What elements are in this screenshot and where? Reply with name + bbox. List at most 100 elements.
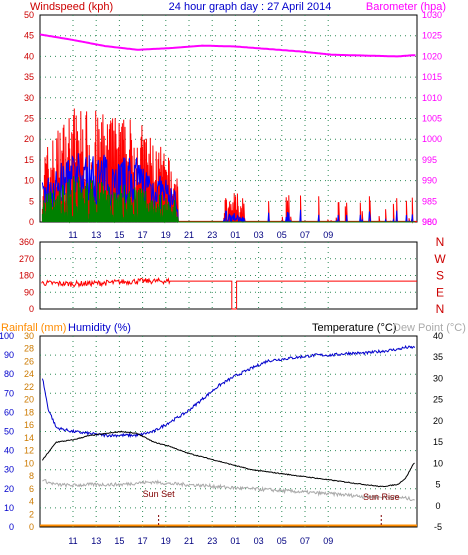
bottom-time-tick-label: 19 — [161, 536, 171, 546]
compass-label: N — [436, 235, 445, 249]
temperature-tick-label: 25 — [433, 395, 443, 405]
wind-time-tick-label: 19 — [161, 230, 171, 240]
barometer-tick-label: 1030 — [422, 10, 442, 20]
rainfall-tick-label: 4 — [29, 497, 34, 507]
temperature-tick-label: 0 — [435, 501, 440, 511]
temperature-tick-label: 5 — [435, 480, 440, 490]
humidity-tick-label: 10 — [4, 503, 14, 513]
wind-speed-tick-label: 50 — [24, 10, 34, 20]
compass-label: S — [436, 269, 444, 283]
barometer-tick-label: 1020 — [422, 51, 442, 61]
direction-tick-label: 180 — [19, 271, 34, 281]
rainfall-tick-label: 16 — [24, 420, 34, 430]
wind-time-tick-label: 23 — [207, 230, 217, 240]
barometer-tick-label: 960 — [422, 217, 437, 227]
temperature-tick-label: 15 — [433, 437, 443, 447]
humidity-tick-label: 60 — [4, 407, 14, 417]
rainfall-tick-label: 24 — [24, 369, 34, 379]
wind-time-tick-label: 07 — [300, 230, 310, 240]
rainfall-tick-label: 20 — [24, 395, 34, 405]
wind-speed-tick-label: 15 — [24, 155, 34, 165]
compass-label: E — [436, 285, 444, 299]
humidity-tick-label: 0 — [9, 522, 14, 532]
chart-title: 24 hour graph day : 27 April 2014 — [169, 1, 332, 13]
wind-speed-tick-label: 20 — [24, 134, 34, 144]
bottom-time-tick-label: 11 — [68, 536, 77, 546]
barometer-tick-label: 1005 — [422, 114, 442, 124]
wind-low-series-line — [41, 176, 415, 224]
temperature-tick-label: 20 — [433, 416, 443, 426]
rainfall-tick-label: 18 — [24, 407, 34, 417]
barometer-tick-label: 985 — [422, 196, 437, 206]
rainfall-tick-label: 6 — [29, 484, 34, 494]
humidity-tick-label: 70 — [4, 388, 14, 398]
barometer-axis-label: Barometer (hpa) — [366, 1, 446, 13]
humidity-tick-label: 20 — [4, 484, 14, 494]
sunset-label: Sun Set — [143, 489, 176, 499]
wind-speed-tick-label: 40 — [24, 51, 34, 61]
bottom-time-tick-label: 07 — [300, 536, 310, 546]
wind-time-tick-label: 17 — [138, 230, 148, 240]
humidity-tick-label: 50 — [4, 427, 14, 437]
wind-time-tick-label: 13 — [91, 230, 101, 240]
wind-time-tick-label: 03 — [254, 230, 264, 240]
temperature-tick-label: -5 — [434, 522, 442, 532]
barometer-tick-label: 1015 — [422, 72, 442, 82]
windspeed-axis-label: Windspeed (kph) — [30, 1, 113, 13]
humidity-tick-label: 80 — [4, 369, 14, 379]
rainfall-tick-label: 22 — [24, 382, 34, 392]
dewpoint-axis-label: Dew Point (°C) — [393, 322, 466, 334]
compass-label: W — [434, 252, 446, 266]
rainfall-axis-label: Rainfall (mm) — [1, 322, 66, 334]
barometer-tick-label: 980 — [422, 217, 437, 227]
temperature-tick-label: 40 — [433, 331, 443, 341]
wind-speed-tick-label: 0 — [29, 217, 34, 227]
wind-speed-tick-label: 35 — [24, 72, 34, 82]
humidity-tick-label: 100 — [0, 331, 14, 341]
wind-time-tick-label: 11 — [68, 230, 77, 240]
barometer-series-line — [39, 33, 416, 58]
sunrise-label: Sun Rise — [363, 492, 400, 502]
temperature-series-line — [41, 430, 415, 488]
bottom-time-tick-label: 21 — [184, 536, 194, 546]
bottom-time-tick-label: 17 — [138, 536, 148, 546]
bottom-time-tick-label: 23 — [207, 536, 217, 546]
rainfall-tick-label: 14 — [24, 433, 34, 443]
bottom-time-tick-label: 05 — [277, 536, 287, 546]
rainfall-tick-label: 30 — [24, 331, 34, 341]
wind-speed-tick-label: 30 — [24, 93, 34, 103]
bottom-time-tick-label: 13 — [91, 536, 101, 546]
temperature-tick-label: 35 — [433, 352, 443, 362]
dewpoint-series-line — [42, 479, 415, 501]
barometer-tick-label: 990 — [422, 176, 437, 186]
barometer-tick-label: 1010 — [422, 93, 442, 103]
temperature-tick-label: 30 — [433, 373, 443, 383]
barometer-tick-label: 995 — [422, 155, 437, 165]
wind-time-tick-label: 15 — [114, 230, 124, 240]
barometer-tick-label: 1000 — [422, 134, 442, 144]
temperature-tick-label: 10 — [433, 458, 443, 468]
rainfall-tick-label: 12 — [24, 446, 34, 456]
rainfall-tick-label: 26 — [24, 356, 34, 366]
humidity-tick-label: 30 — [4, 465, 14, 475]
barometer-tick-label: 1025 — [422, 31, 442, 41]
humidity-tick-label: 40 — [4, 446, 14, 456]
wind-direction-series-line — [41, 276, 417, 310]
direction-tick-label: 90 — [24, 287, 34, 297]
rainfall-tick-label: 2 — [29, 509, 34, 519]
rainfall-tick-label: 28 — [24, 344, 34, 354]
wind-speed-tick-label: 25 — [24, 114, 34, 124]
rainfall-tick-label: 10 — [24, 458, 34, 468]
wind-speed-tick-label: 5 — [29, 196, 34, 206]
humidity-tick-label: 90 — [4, 350, 14, 360]
rainfall-tick-label: 8 — [29, 471, 34, 481]
direction-tick-label: 0 — [29, 304, 34, 314]
wind-time-tick-label: 01 — [230, 230, 240, 240]
direction-tick-label: 360 — [19, 237, 34, 247]
bottom-time-tick-label: 03 — [254, 536, 264, 546]
humidity-series-line — [41, 344, 416, 438]
wind-speed-tick-label: 10 — [24, 176, 34, 186]
